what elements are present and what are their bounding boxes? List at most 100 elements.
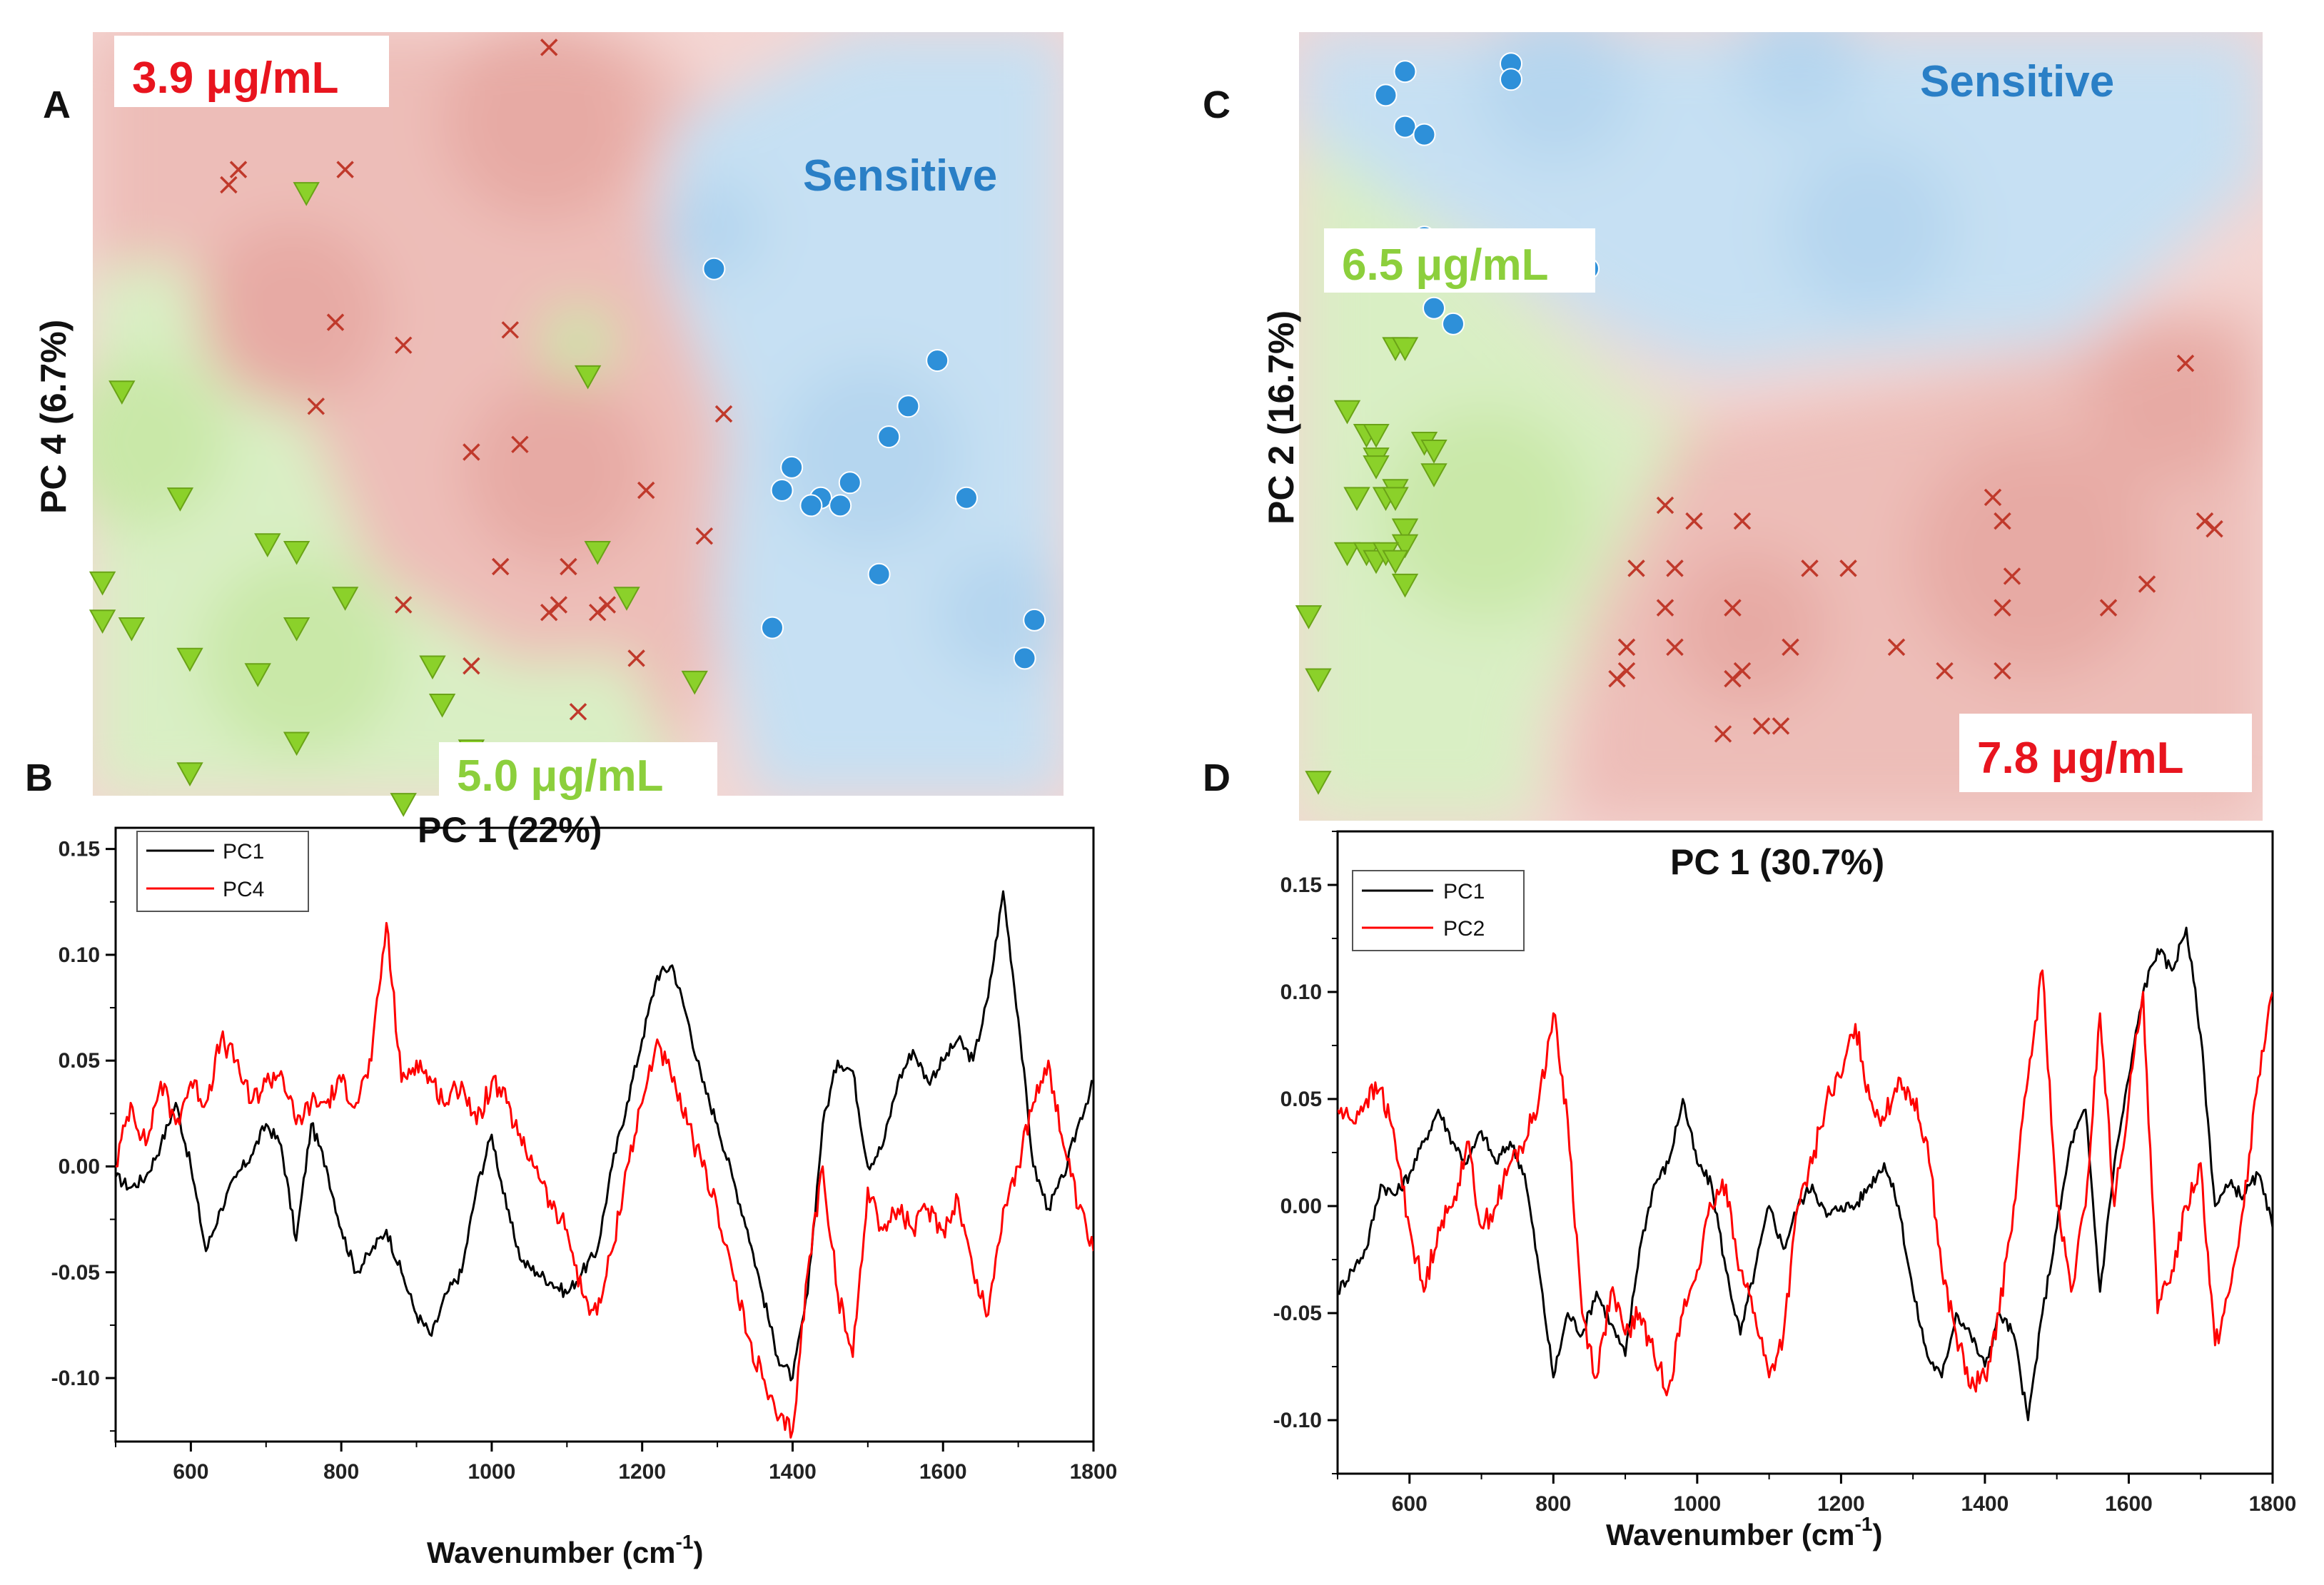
panel-d-x-axis-title: Wavenumber (cm-1) [1606, 1513, 1882, 1551]
panel-a-point-x [463, 657, 480, 675]
panel-d-axes: 0.15 0.10 0.05 0.00 -0.05 -0.10 600 800 1000 1200… [1273, 830, 2297, 1516]
panel-a-point-triangle [176, 647, 203, 672]
panel-b-y-tick-label: -0.05 [51, 1261, 100, 1285]
panel-label-c: C [1203, 83, 1231, 126]
panel-c-y-axis-title: PC 2 (16.7%) [1261, 310, 1301, 525]
panel-a-point-triangle [584, 541, 611, 565]
panel-d-x-tick-label: 1200 [1817, 1492, 1865, 1516]
panel-a-point-triangle [89, 571, 116, 596]
panel-c-point-triangle [1382, 487, 1409, 512]
panel-c-red-label-box [1959, 714, 2252, 792]
panel-a-point-x [220, 176, 238, 194]
panel-a-point-triangle [419, 655, 446, 680]
panel-c-point-triangle [1391, 573, 1419, 598]
panel-a-point-x [540, 39, 558, 56]
panel-a-point-x [491, 557, 510, 576]
panel-a-point-circle [1023, 608, 1046, 632]
panel-c-decision-regions [1299, 32, 2263, 821]
panel-label-b: B [25, 756, 53, 799]
panel-d-legend-pc2-label: PC2 [1443, 917, 1485, 941]
panel-a-point-triangle [428, 694, 456, 718]
panel-d-series [1338, 926, 2273, 1422]
panel-d-line: D 0.15 0.10 0.05 0.00 -0.05 -0.10 600 800 1000 12… [1203, 756, 2296, 1551]
panel-a-point-triangle [254, 533, 281, 557]
panel-c-point-triangle [1420, 463, 1448, 487]
panel-b-axes: 0.15 0.10 0.05 0.00 -0.05 -0.10 600 800 1000 1200… [51, 826, 1117, 1484]
panel-c-point-x [1666, 638, 1684, 657]
panel-a-point-x [550, 596, 568, 614]
panel-b-x-tick-label: 1600 [919, 1460, 967, 1484]
panel-a-point-circle [877, 425, 901, 449]
panel-a-green-region-label: 5.0 μg/mL [457, 751, 663, 801]
panel-d-y-tick-label: 0.10 [1280, 981, 1322, 1004]
panel-c-point-x [1656, 496, 1674, 515]
panel-a-point-triangle [331, 587, 359, 611]
panel-b-legend-pc1-label: PC1 [223, 840, 264, 864]
panel-label-a: A [43, 83, 71, 126]
panel-d-legend-pc1-label: PC1 [1443, 880, 1485, 903]
panel-c-point-x [1724, 599, 1742, 617]
panel-a-point-triangle [176, 762, 203, 786]
panel-a-point-x [336, 161, 354, 178]
panel-a-point-circle [926, 349, 949, 373]
panel-a-red-label-box [114, 36, 389, 107]
panel-b-plot-frame [114, 826, 1095, 1443]
panel-c-point-triangle [1333, 400, 1361, 425]
panel-a-point-circle [761, 616, 784, 639]
panel-b-legend: PC1 PC4 [136, 831, 309, 912]
panel-b-y-tick-label: 0.00 [59, 1155, 100, 1178]
panel-b-x-tick-label: 1400 [769, 1460, 817, 1484]
panel-label-d: D [1203, 756, 1231, 799]
panel-a-point-x [627, 649, 645, 667]
panel-c-point-x [1627, 559, 1645, 577]
panel-a-point-x [569, 703, 587, 721]
panel-b-x-tick-label: 800 [323, 1460, 359, 1484]
panel-c-point-x [1714, 725, 1732, 743]
panel-c-point-x [1984, 488, 2002, 507]
panel-a-point-triangle [681, 670, 708, 695]
panel-c-point-triangle [1363, 423, 1390, 448]
panel-d-x-tick-label: 1400 [1961, 1492, 2009, 1516]
panel-c-point-x [1752, 717, 1771, 735]
panel-a-point-triangle [89, 609, 116, 634]
panel-d-x-tick-label: 800 [1535, 1492, 1571, 1516]
panel-b-x-tick-label: 1200 [618, 1460, 666, 1484]
panel-a-point-triangle [283, 617, 310, 642]
panel-c-point-triangle [1363, 455, 1390, 480]
panel-c-point-x [1656, 599, 1674, 617]
panel-a-point-triangle [283, 731, 310, 756]
panel-c-point-x [2176, 354, 2195, 373]
panel-c-point-circle [1374, 83, 1398, 107]
panel-c-point-x [1733, 512, 1752, 530]
panel-a-green-label-box [439, 742, 717, 803]
panel-a-x-axis-title: PC 1 (22%) [418, 810, 602, 850]
panel-a-point-circle [896, 395, 920, 418]
panel-c-point-x [1685, 512, 1703, 530]
panel-c-x-axis-title: PC 1 (30.7%) [1670, 842, 1884, 882]
panel-c-point-triangle [1391, 337, 1419, 362]
panel-b-x-tick-label: 600 [173, 1460, 208, 1484]
panel-c-point-x [2138, 575, 2156, 593]
panel-c-blue-region-label: Sensitive [1920, 57, 2114, 106]
panel-a-point-x [588, 603, 607, 622]
panel-c-point-circle [1500, 68, 1522, 91]
panel-c-point-triangle [1305, 668, 1332, 693]
panel-a-point-circle [829, 494, 852, 517]
panel-d-legend-box [1352, 870, 1525, 951]
panel-a-point-circle [1013, 647, 1036, 670]
panel-a-point-x [540, 603, 558, 622]
panel-d-x-tick-label: 1000 [1673, 1492, 1721, 1516]
panel-b-line: B 0.15 0.10 0.05 0.00 -0.05 -0.10 600 800 1000 12… [25, 756, 1117, 1569]
panel-d-y-tick-label: 0.15 [1280, 873, 1322, 897]
panel-b-legend-box [136, 831, 309, 912]
panel-d-x-tick-label: 1800 [2249, 1492, 2297, 1516]
panel-c-point-x [1994, 512, 2011, 530]
panel-b-y-tick-label: 0.05 [59, 1049, 100, 1073]
panel-d-x-tick-label: 600 [1392, 1492, 1428, 1516]
panel-a-point-triangle [293, 182, 320, 206]
panel-a-point-triangle [166, 487, 194, 512]
panel-a-point-triangle [283, 541, 310, 565]
panel-a-point-circle [838, 471, 862, 495]
panel-c-point-x [2003, 567, 2021, 585]
panel-a-point-triangle [390, 793, 417, 817]
